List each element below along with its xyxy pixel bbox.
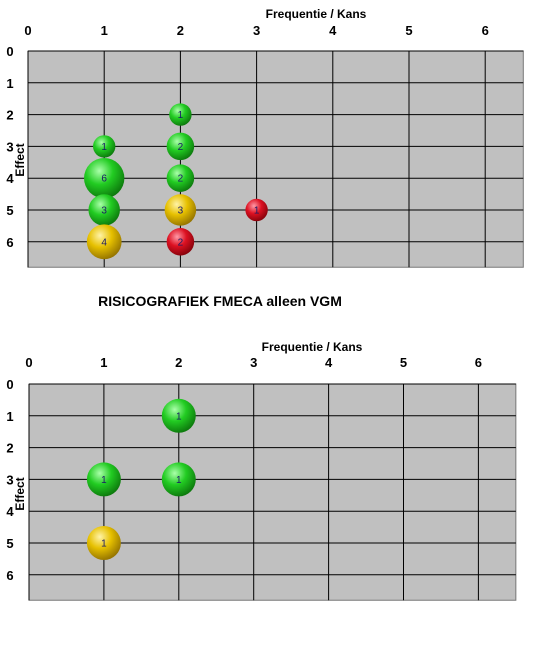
x-tick-label: 3 [253, 23, 260, 38]
bubble-value-label: 1 [176, 411, 182, 422]
bubble-point [84, 158, 125, 199]
x-tick-label: 0 [24, 23, 31, 38]
y-tick-label: 4 [6, 171, 14, 186]
y-tick-label: 3 [6, 472, 13, 487]
bubble-point [169, 103, 192, 126]
x-axis-label: Frequentie / Kans [266, 7, 367, 21]
bubble-value-label: 1 [176, 475, 182, 486]
bubble-value-label: 2 [178, 237, 184, 248]
bubble-value-label: 1 [101, 475, 107, 486]
x-axis-label: Frequentie / Kans [262, 340, 363, 354]
y-tick-label: 2 [6, 108, 13, 123]
y-tick-label: 3 [6, 139, 13, 154]
bubble-value-label: 1 [254, 206, 260, 217]
y-tick-label: 5 [6, 203, 13, 218]
bubble-point [164, 194, 197, 226]
bubble-point [88, 194, 120, 226]
bubble-point [245, 198, 268, 222]
bubble-value-label: 3 [178, 206, 184, 217]
bubble-point [161, 398, 196, 433]
y-tick-label: 4 [6, 504, 14, 519]
y-tick-label: 6 [6, 235, 13, 250]
x-tick-label: 4 [329, 23, 337, 38]
x-tick-label: 1 [101, 23, 108, 38]
y-tick-label: 0 [6, 377, 13, 392]
y-tick-label: 5 [6, 536, 13, 551]
y-axis-label: Effect [13, 143, 27, 176]
section-title: RISICOGRAFIEK FMECA alleen VGM [98, 293, 342, 309]
bubble-value-label: 2 [178, 142, 184, 153]
bubble-point [86, 526, 121, 560]
x-tick-label: 1 [100, 355, 107, 370]
x-tick-label: 2 [177, 23, 184, 38]
bubble-value-label: 1 [101, 539, 107, 550]
x-tick-label: 0 [25, 355, 32, 370]
y-axis-label: Effect [13, 477, 27, 510]
x-tick-label: 5 [405, 23, 412, 38]
bubble-value-label: 2 [178, 174, 184, 185]
bubble-value-label: 1 [101, 142, 107, 153]
y-tick-label: 1 [6, 76, 13, 91]
y-tick-label: 1 [6, 409, 13, 424]
x-tick-label: 5 [400, 355, 407, 370]
y-tick-label: 6 [6, 568, 13, 583]
risk-chart-1: 0 1 2 3 4 5 6 0 1 2 3 4 5 6 Frequentie / Kans Effect 1 1 2… [6, 7, 524, 268]
x-tick-label: 3 [250, 355, 257, 370]
x-tick-label: 2 [175, 355, 182, 370]
risk-chart-2: 0 1 2 3 4 5 6 0 1 2 3 4 5 6 Frequentie / Kans Effect 1 1 1… [6, 340, 517, 601]
bubble-point [161, 462, 196, 497]
bubble-point [86, 224, 122, 260]
y-tick-label: 0 [6, 44, 13, 59]
bubble-value-label: 1 [178, 110, 184, 121]
bubble-point [86, 462, 121, 497]
y-tick-label: 2 [6, 441, 13, 456]
bubble-value-label: 3 [101, 206, 107, 217]
bubble-value-label: 6 [101, 174, 107, 185]
x-tick-label: 6 [482, 23, 489, 38]
bubble-point [166, 132, 195, 161]
x-tick-label: 6 [475, 355, 482, 370]
bubble-point [93, 135, 116, 158]
bubble-point [166, 228, 195, 256]
x-tick-label: 4 [325, 355, 333, 370]
bubble-point [166, 164, 195, 192]
bubble-value-label: 4 [101, 237, 107, 248]
